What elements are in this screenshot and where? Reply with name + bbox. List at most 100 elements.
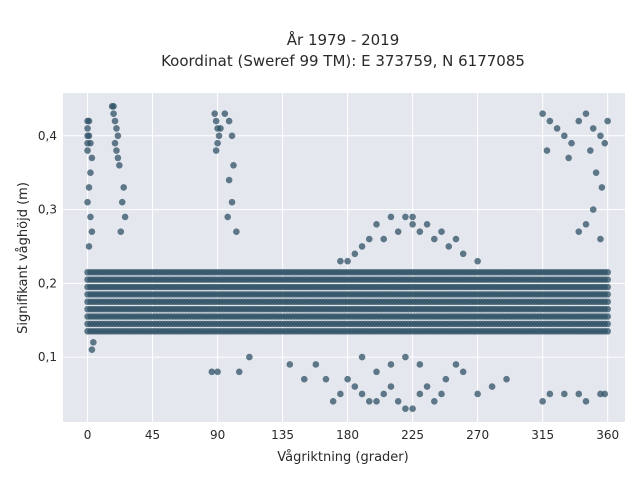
data-point: [117, 228, 125, 235]
x-tick-label: 360: [596, 428, 619, 442]
plot-area: [63, 93, 625, 422]
data-point: [221, 110, 229, 117]
data-point: [88, 154, 96, 162]
data-point: [373, 398, 380, 405]
x-tick-label: 135: [271, 428, 294, 442]
data-point: [84, 198, 91, 206]
data-point: [409, 213, 416, 221]
data-point: [214, 368, 221, 376]
data-point: [604, 283, 611, 291]
y-axis-title: Signifikant våghöjd (m): [16, 182, 31, 334]
data-point: [561, 390, 568, 398]
data-point: [322, 375, 330, 383]
data-point: [604, 298, 611, 306]
data-point: [337, 390, 344, 398]
data-point: [582, 110, 590, 117]
data-point: [582, 398, 590, 405]
data-point: [230, 161, 237, 169]
data-point: [110, 110, 117, 117]
data-point: [565, 154, 572, 162]
data-point: [442, 375, 450, 383]
data-point: [85, 132, 93, 140]
y-tick-label: 0,2: [38, 276, 57, 290]
data-point: [87, 169, 94, 176]
data-point: [598, 184, 606, 191]
data-point: [212, 117, 220, 125]
data-point: [589, 206, 597, 213]
data-point: [208, 368, 216, 376]
data-point: [582, 221, 590, 228]
data-point: [373, 221, 380, 228]
data-point: [597, 132, 604, 140]
data-point: [228, 132, 236, 140]
x-tick-label: 0: [84, 428, 92, 442]
data-point: [459, 250, 467, 258]
data-point: [592, 169, 600, 176]
data-point: [394, 398, 402, 405]
data-point: [85, 243, 93, 250]
data-point: [116, 161, 123, 169]
data-point: [114, 154, 122, 162]
data-point: [118, 198, 126, 206]
data-point: [246, 353, 253, 361]
data-point: [87, 139, 94, 147]
data-point: [604, 305, 611, 313]
data-point: [351, 250, 359, 258]
data-point: [225, 117, 233, 125]
data-point: [431, 398, 438, 405]
data-points: [84, 102, 611, 413]
data-point: [286, 361, 294, 368]
data-point: [88, 228, 96, 235]
data-point: [604, 268, 611, 276]
x-tick-label: 45: [145, 428, 160, 442]
data-point: [438, 390, 445, 398]
data-point: [121, 213, 129, 221]
y-axis-ticks: 0,1 0,2 0,3 0,4: [38, 129, 57, 364]
data-point: [215, 132, 223, 140]
data-point: [604, 327, 611, 335]
data-point: [365, 235, 373, 243]
data-point: [416, 361, 424, 368]
data-point: [113, 125, 120, 132]
data-point: [387, 383, 395, 390]
data-point: [110, 102, 117, 110]
data-point: [604, 276, 611, 283]
data-point: [329, 398, 337, 405]
data-point: [561, 132, 568, 140]
data-point: [344, 375, 351, 383]
data-point: [387, 361, 395, 368]
data-point: [604, 117, 611, 125]
data-point: [224, 213, 231, 221]
x-tick-label: 180: [336, 428, 359, 442]
data-point: [380, 235, 388, 243]
data-point: [423, 383, 431, 390]
data-point: [568, 139, 575, 147]
data-point: [452, 235, 460, 243]
data-point: [604, 313, 611, 320]
data-point: [604, 320, 611, 328]
data-point: [312, 361, 320, 368]
data-point: [601, 390, 609, 398]
data-point: [459, 368, 467, 376]
data-point: [214, 139, 221, 147]
data-point: [90, 339, 97, 346]
y-tick-label: 0,3: [38, 203, 57, 217]
data-point: [85, 184, 93, 191]
x-axis-ticks: 0 45 90 135 180 225 270 315 360: [84, 428, 619, 442]
data-point: [358, 353, 366, 361]
data-point: [217, 125, 224, 132]
data-point: [344, 257, 351, 265]
x-axis-title: Vågriktning (grader): [277, 450, 408, 465]
data-point: [601, 139, 609, 147]
data-point: [575, 117, 583, 125]
data-point: [373, 368, 380, 376]
y-tick-label: 0,4: [38, 129, 57, 143]
data-point: [394, 228, 402, 235]
chart-title-line2: Koordinat (Sweref 99 TM): E 373759, N 61…: [161, 52, 525, 70]
data-point: [546, 117, 554, 125]
data-point: [211, 110, 218, 117]
chart-title-line1: År 1979 - 2019: [287, 30, 400, 49]
data-point: [402, 353, 409, 361]
data-point: [365, 398, 373, 405]
data-point: [114, 132, 122, 140]
